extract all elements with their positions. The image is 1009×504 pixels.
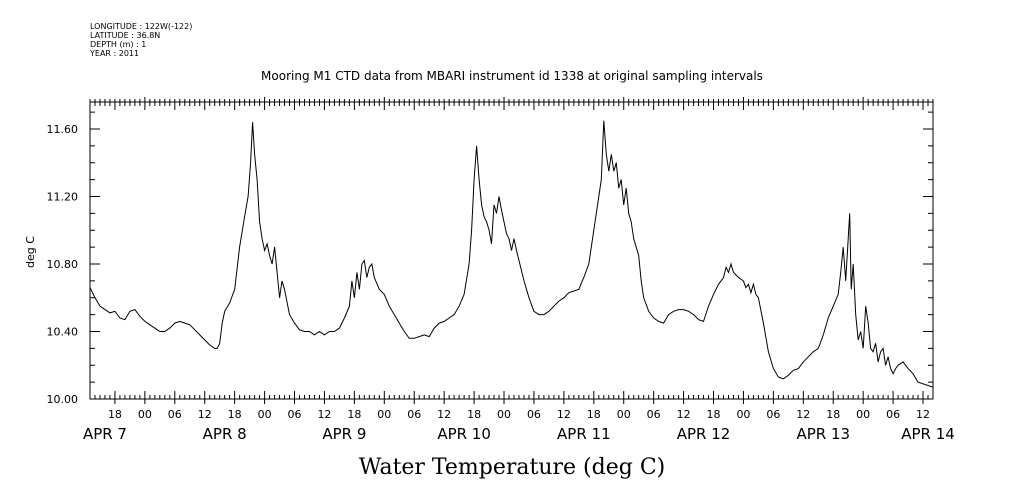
x-hour-label: 12 <box>317 408 331 421</box>
chart-title: Mooring M1 CTD data from MBARI instrumen… <box>261 69 763 83</box>
x-date-label: APR 12 <box>677 425 731 443</box>
x-date-label: APR 11 <box>557 425 611 443</box>
x-hour-label: 06 <box>527 408 541 421</box>
y-axis-label: deg C <box>24 236 37 268</box>
y-tick-label: 11.60 <box>47 123 79 136</box>
plot-frame <box>89 101 934 400</box>
x-axis-title: Water Temperature (deg C) <box>359 455 666 480</box>
x-hour-label: 06 <box>647 408 661 421</box>
x-hour-label: 12 <box>916 408 930 421</box>
temperature-series-line <box>89 120 934 388</box>
x-hour-label: 12 <box>796 408 810 421</box>
year-text: YEAR : 2011 <box>90 49 140 58</box>
x-hour-label: 18 <box>826 408 840 421</box>
x-date-label: APR 14 <box>901 425 955 443</box>
x-hour-label: 18 <box>347 408 361 421</box>
x-hour-label: 18 <box>587 408 601 421</box>
x-hour-label: 06 <box>886 408 900 421</box>
x-hour-label: 06 <box>766 408 780 421</box>
x-date-label: APR 7 <box>83 425 127 443</box>
x-hour-label: 18 <box>707 408 721 421</box>
x-hour-label: 00 <box>856 408 870 421</box>
y-tick-label: 10.40 <box>47 326 79 339</box>
minor-ticks <box>89 97 934 399</box>
depth-text: DEPTH (m) : 1 <box>90 40 147 49</box>
longitude-text: LONGITUDE : 122W(-122) <box>90 22 193 31</box>
x-hour-label: 18 <box>467 408 481 421</box>
x-axis: 18 00 06 12 18 00 06 12 18 00 06 12 18 00 06 12 18 00 06 12… <box>83 399 955 443</box>
x-hour-label: 18 <box>228 408 242 421</box>
latitude-text: LATITUDE : 36.8N <box>90 31 161 40</box>
x-hour-label: 12 <box>437 408 451 421</box>
x-hour-label: 00 <box>736 408 750 421</box>
x-date-label: APR 10 <box>437 425 491 443</box>
x-hour-label: 00 <box>138 408 152 421</box>
x-hour-label: 12 <box>677 408 691 421</box>
x-date-label: APR 13 <box>796 425 850 443</box>
y-tick-label: 10.00 <box>47 393 79 406</box>
y-tick-label: 10.80 <box>47 258 79 271</box>
x-date-label: APR 8 <box>203 425 247 443</box>
x-date-label: APR 9 <box>322 425 366 443</box>
x-hour-label: 00 <box>497 408 511 421</box>
x-hour-label: 06 <box>288 408 302 421</box>
x-hour-label: 00 <box>377 408 391 421</box>
x-hour-label: 18 <box>108 408 122 421</box>
x-hour-label: 06 <box>407 408 421 421</box>
x-hour-label: 12 <box>198 408 212 421</box>
x-hour-label: 00 <box>617 408 631 421</box>
x-hour-label: 00 <box>258 408 272 421</box>
y-tick-label: 11.20 <box>47 191 79 204</box>
x-hour-label: 12 <box>557 408 571 421</box>
metadata-block: LONGITUDE : 122W(-122) LATITUDE : 36.8N … <box>90 22 192 58</box>
y-axis: 10.00 10.40 10.80 11.20 11.60 <box>47 111 933 406</box>
x-hour-label: 06 <box>168 408 182 421</box>
